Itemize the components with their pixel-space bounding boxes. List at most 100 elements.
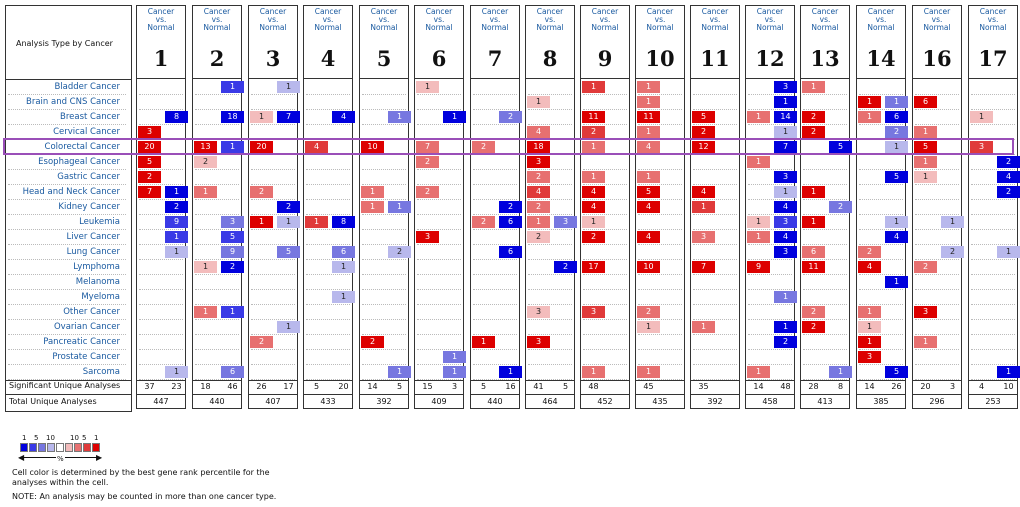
cancer-label[interactable]: Leukemia (79, 217, 120, 227)
up-cell[interactable]: 1 (970, 111, 993, 123)
up-cell[interactable]: 1 (582, 216, 605, 228)
cancer-label[interactable]: Esophageal Cancer (38, 157, 120, 167)
up-cell[interactable]: 1 (194, 186, 217, 198)
up-cell[interactable]: 2 (802, 321, 825, 333)
up-cell[interactable]: 1 (914, 171, 937, 183)
up-cell[interactable]: 5 (914, 141, 937, 153)
up-cell[interactable]: 4 (582, 186, 605, 198)
up-cell[interactable]: 5 (692, 111, 715, 123)
up-cell[interactable]: 1 (858, 306, 881, 318)
down-cell[interactable]: 6 (499, 216, 522, 228)
cancer-label[interactable]: Sarcoma (82, 367, 120, 377)
up-cell[interactable]: 2 (361, 336, 384, 348)
up-cell[interactable]: 1 (361, 186, 384, 198)
down-cell[interactable]: 18 (221, 111, 244, 123)
down-cell[interactable]: 4 (332, 111, 355, 123)
cancer-label[interactable]: Pancreatic Cancer (43, 337, 120, 347)
down-cell[interactable]: 14 (774, 111, 797, 123)
up-cell[interactable]: 17 (582, 261, 605, 273)
up-cell[interactable]: 1 (914, 156, 937, 168)
up-cell[interactable]: 2 (250, 336, 273, 348)
cancer-label[interactable]: Kidney Cancer (58, 202, 120, 212)
up-cell[interactable]: 3 (416, 231, 439, 243)
up-cell[interactable]: 1 (914, 126, 937, 138)
down-cell[interactable]: 1 (941, 216, 964, 228)
up-cell[interactable]: 7 (416, 141, 439, 153)
up-cell[interactable]: 2 (802, 306, 825, 318)
down-cell[interactable]: 5 (277, 246, 300, 258)
up-cell[interactable]: 2 (802, 126, 825, 138)
down-cell[interactable]: 4 (774, 231, 797, 243)
down-cell[interactable]: 1 (221, 141, 244, 153)
up-cell[interactable]: 1 (692, 321, 715, 333)
cancer-label[interactable]: Colorectal Cancer (44, 142, 120, 152)
down-cell[interactable]: 2 (499, 111, 522, 123)
up-cell[interactable]: 1 (802, 186, 825, 198)
up-cell[interactable]: 1 (527, 96, 550, 108)
up-cell[interactable]: 11 (582, 111, 605, 123)
down-cell[interactable]: 4 (774, 201, 797, 213)
up-cell[interactable]: 2 (637, 306, 660, 318)
up-cell[interactable]: 2 (527, 231, 550, 243)
cancer-label[interactable]: Liver Cancer (66, 232, 120, 242)
up-cell[interactable]: 1 (472, 336, 495, 348)
up-cell[interactable]: 1 (637, 366, 660, 378)
down-cell[interactable]: 1 (774, 291, 797, 303)
up-cell[interactable]: 1 (637, 81, 660, 93)
up-cell[interactable]: 3 (527, 336, 550, 348)
down-cell[interactable]: 1 (165, 231, 188, 243)
up-cell[interactable]: 13 (194, 141, 217, 153)
down-cell[interactable]: 4 (997, 171, 1020, 183)
down-cell[interactable]: 7 (277, 111, 300, 123)
up-cell[interactable]: 1 (194, 306, 217, 318)
up-cell[interactable]: 3 (527, 156, 550, 168)
up-cell[interactable]: 1 (858, 111, 881, 123)
up-cell[interactable]: 4 (527, 186, 550, 198)
up-cell[interactable]: 4 (305, 141, 328, 153)
up-cell[interactable]: 1 (858, 321, 881, 333)
up-cell[interactable]: 2 (416, 186, 439, 198)
up-cell[interactable]: 5 (138, 156, 161, 168)
down-cell[interactable]: 2 (165, 201, 188, 213)
down-cell[interactable]: 1 (165, 186, 188, 198)
cancer-label[interactable]: Ovarian Cancer (53, 322, 120, 332)
up-cell[interactable]: 1 (747, 366, 770, 378)
up-cell[interactable]: 1 (582, 366, 605, 378)
up-cell[interactable]: 4 (637, 201, 660, 213)
down-cell[interactable]: 1 (443, 366, 466, 378)
down-cell[interactable]: 1 (165, 246, 188, 258)
down-cell[interactable]: 1 (277, 321, 300, 333)
up-cell[interactable]: 1 (747, 216, 770, 228)
down-cell[interactable]: 1 (774, 321, 797, 333)
down-cell[interactable]: 2 (499, 201, 522, 213)
down-cell[interactable]: 5 (221, 231, 244, 243)
down-cell[interactable]: 2 (554, 261, 577, 273)
up-cell[interactable]: 4 (582, 201, 605, 213)
down-cell[interactable]: 5 (885, 171, 908, 183)
down-cell[interactable]: 5 (829, 141, 852, 153)
up-cell[interactable]: 2 (802, 111, 825, 123)
up-cell[interactable]: 10 (361, 141, 384, 153)
up-cell[interactable]: 1 (250, 111, 273, 123)
down-cell[interactable]: 1 (997, 246, 1020, 258)
down-cell[interactable]: 1 (774, 96, 797, 108)
up-cell[interactable]: 1 (194, 261, 217, 273)
up-cell[interactable]: 3 (858, 351, 881, 363)
up-cell[interactable]: 2 (582, 231, 605, 243)
down-cell[interactable]: 2 (997, 186, 1020, 198)
up-cell[interactable]: 5 (637, 186, 660, 198)
down-cell[interactable]: 1 (774, 126, 797, 138)
down-cell[interactable]: 3 (221, 216, 244, 228)
up-cell[interactable]: 1 (416, 81, 439, 93)
down-cell[interactable]: 1 (277, 216, 300, 228)
down-cell[interactable]: 1 (829, 366, 852, 378)
down-cell[interactable]: 1 (221, 306, 244, 318)
up-cell[interactable]: 1 (582, 171, 605, 183)
up-cell[interactable]: 1 (250, 216, 273, 228)
down-cell[interactable]: 3 (774, 171, 797, 183)
down-cell[interactable]: 6 (499, 246, 522, 258)
up-cell[interactable]: 1 (637, 171, 660, 183)
down-cell[interactable]: 8 (332, 216, 355, 228)
up-cell[interactable]: 1 (747, 111, 770, 123)
up-cell[interactable]: 1 (305, 216, 328, 228)
